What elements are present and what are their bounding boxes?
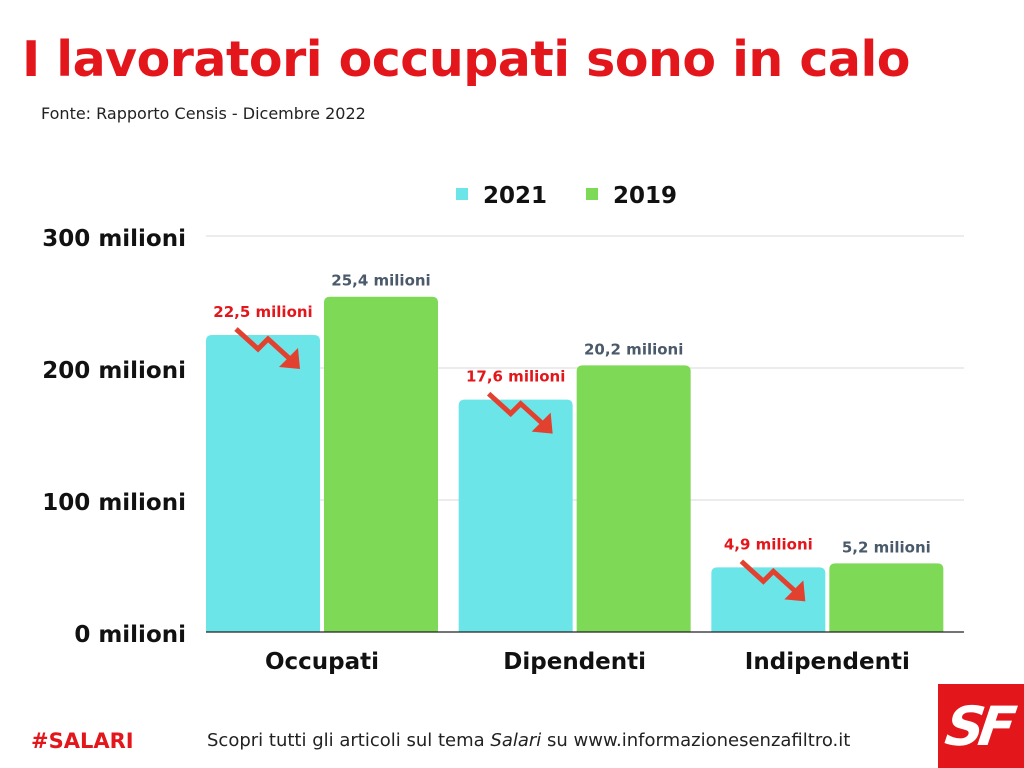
decline-arrow-head: [279, 348, 300, 369]
category-label: Occupati: [265, 649, 379, 675]
legend-label: 2021: [483, 183, 547, 209]
y-tick-label: 100 milioni: [42, 490, 186, 516]
decline-arrow: [739, 559, 798, 594]
legend-swatch: [586, 188, 598, 200]
decline-arrow-head: [531, 412, 553, 434]
source-note: Fonte: Rapporto Censis - Dicembre 2022: [41, 104, 366, 123]
sf-logo-text: SF: [941, 694, 1015, 758]
data-label: 5,2 milioni: [842, 538, 931, 556]
legend-label: 2019: [613, 183, 677, 209]
data-label: 20,2 milioni: [584, 340, 683, 358]
bar: [711, 567, 826, 632]
sf-logo: SF: [938, 684, 1024, 768]
y-tick-label: 300 milioni: [42, 226, 186, 252]
data-label: 17,6 milioni: [466, 368, 565, 386]
page-title: I lavoratori occupati sono in calo: [22, 31, 910, 88]
legend-swatch: [456, 188, 468, 200]
y-tick-label: 0 milioni: [74, 622, 186, 648]
footer-topic: Salari: [490, 730, 542, 751]
bar: [324, 296, 438, 632]
bar-chart: 0 milioni 100 milioni 200 milioni 300 milio…: [42, 183, 964, 675]
decline-arrow-head: [784, 580, 806, 602]
bar: [458, 399, 573, 632]
decline-arrow: [486, 391, 545, 426]
bar: [829, 563, 944, 632]
footer-note: Scopri tutti gli articoli sul tema Salar…: [207, 729, 850, 753]
footer-text-start: Scopri tutti gli articoli sul tema: [207, 730, 491, 751]
footer-text-end: su www.informazionesenzafiltro.it: [541, 730, 851, 751]
hashtag-link[interactable]: #SALARI: [31, 729, 134, 753]
y-tick-label: 200 milioni: [42, 358, 186, 384]
category-label: Indipendenti: [745, 649, 910, 675]
data-label: 4,9 milioni: [724, 535, 813, 553]
bar: [576, 365, 691, 632]
bar: [206, 335, 320, 632]
category-label: Dipendenti: [503, 649, 646, 675]
data-label: 22,5 milioni: [213, 303, 312, 321]
data-label: 25,4 milioni: [331, 272, 430, 290]
decline-arrow: [234, 327, 292, 361]
